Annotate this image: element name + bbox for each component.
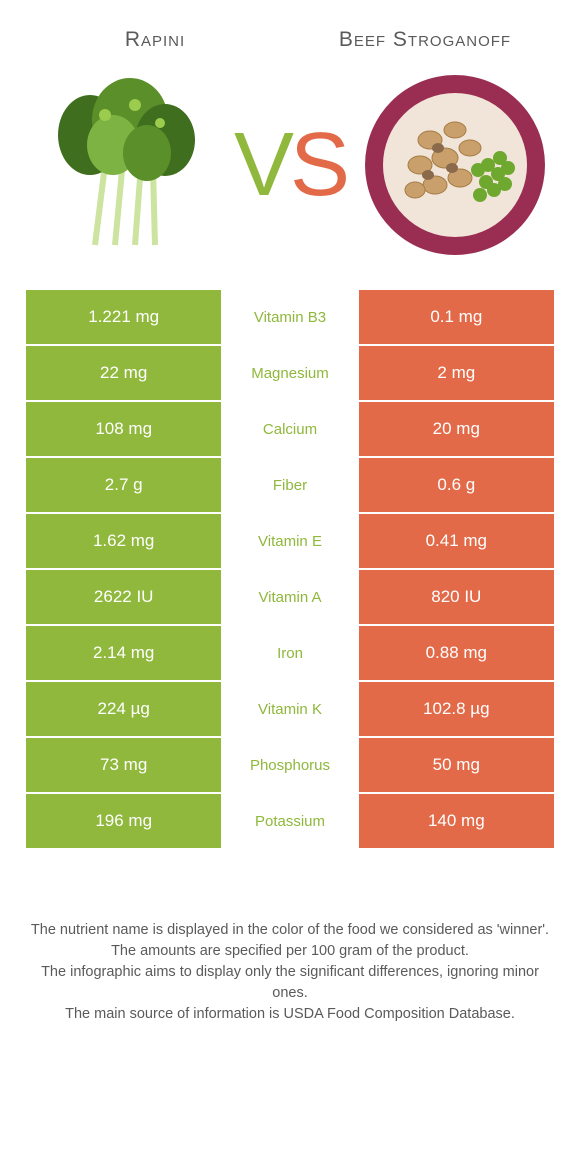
table-row: 196 mgPotassium140 mg bbox=[26, 794, 554, 850]
cell-left-value: 1.221 mg bbox=[26, 290, 221, 344]
title-left: Rapini bbox=[34, 28, 277, 52]
cell-nutrient-label: Vitamin A bbox=[221, 570, 358, 624]
cell-nutrient-label: Fiber bbox=[221, 458, 358, 512]
cell-right-value: 102.8 µg bbox=[359, 682, 554, 736]
table-row: 1.221 mgVitamin B30.1 mg bbox=[26, 290, 554, 346]
cell-right-value: 820 IU bbox=[359, 570, 554, 624]
cell-nutrient-label: Potassium bbox=[221, 794, 358, 848]
vs-label: VS bbox=[234, 114, 346, 217]
cell-right-value: 140 mg bbox=[359, 794, 554, 848]
vs-v: V bbox=[234, 115, 290, 215]
cell-nutrient-label: Magnesium bbox=[221, 346, 358, 400]
cell-right-value: 50 mg bbox=[359, 738, 554, 792]
table-row: 2.14 mgIron0.88 mg bbox=[26, 626, 554, 682]
cell-nutrient-label: Vitamin B3 bbox=[221, 290, 358, 344]
cell-right-value: 0.88 mg bbox=[359, 626, 554, 680]
cell-left-value: 224 µg bbox=[26, 682, 221, 736]
cell-right-value: 0.1 mg bbox=[359, 290, 554, 344]
table-row: 224 µgVitamin K102.8 µg bbox=[26, 682, 554, 738]
cell-nutrient-label: Calcium bbox=[221, 402, 358, 456]
cell-right-value: 20 mg bbox=[359, 402, 554, 456]
hero-row: VS bbox=[0, 70, 580, 290]
footer-line-4: The main source of information is USDA F… bbox=[30, 1004, 550, 1025]
cell-left-value: 108 mg bbox=[26, 402, 221, 456]
food-image-right bbox=[360, 70, 550, 260]
header: Rapini Beef Stroganoff bbox=[0, 0, 580, 70]
cell-nutrient-label: Phosphorus bbox=[221, 738, 358, 792]
footer-line-2: The amounts are specified per 100 gram o… bbox=[30, 941, 550, 962]
food-image-left bbox=[30, 70, 220, 260]
cell-left-value: 2622 IU bbox=[26, 570, 221, 624]
footer-line-1: The nutrient name is displayed in the co… bbox=[30, 920, 550, 941]
vs-s: S bbox=[290, 115, 346, 215]
cell-right-value: 0.41 mg bbox=[359, 514, 554, 568]
footer-notes: The nutrient name is displayed in the co… bbox=[0, 850, 580, 1025]
cell-left-value: 2.14 mg bbox=[26, 626, 221, 680]
cell-left-value: 1.62 mg bbox=[26, 514, 221, 568]
rapini-icon bbox=[35, 75, 215, 255]
table-row: 2.7 gFiber0.6 g bbox=[26, 458, 554, 514]
table-row: 22 mgMagnesium2 mg bbox=[26, 346, 554, 402]
table-row: 108 mgCalcium20 mg bbox=[26, 402, 554, 458]
footer-line-3: The infographic aims to display only the… bbox=[30, 962, 550, 1004]
title-right: Beef Stroganoff bbox=[304, 28, 547, 52]
table-row: 2622 IUVitamin A820 IU bbox=[26, 570, 554, 626]
cell-left-value: 2.7 g bbox=[26, 458, 221, 512]
table-row: 1.62 mgVitamin E0.41 mg bbox=[26, 514, 554, 570]
cell-left-value: 196 mg bbox=[26, 794, 221, 848]
nutrient-table: 1.221 mgVitamin B30.1 mg22 mgMagnesium2 … bbox=[26, 290, 554, 850]
cell-left-value: 73 mg bbox=[26, 738, 221, 792]
cell-nutrient-label: Iron bbox=[221, 626, 358, 680]
cell-nutrient-label: Vitamin K bbox=[221, 682, 358, 736]
cell-right-value: 0.6 g bbox=[359, 458, 554, 512]
cell-nutrient-label: Vitamin E bbox=[221, 514, 358, 568]
stroganoff-icon bbox=[360, 70, 550, 260]
cell-left-value: 22 mg bbox=[26, 346, 221, 400]
cell-right-value: 2 mg bbox=[359, 346, 554, 400]
table-row: 73 mgPhosphorus50 mg bbox=[26, 738, 554, 794]
